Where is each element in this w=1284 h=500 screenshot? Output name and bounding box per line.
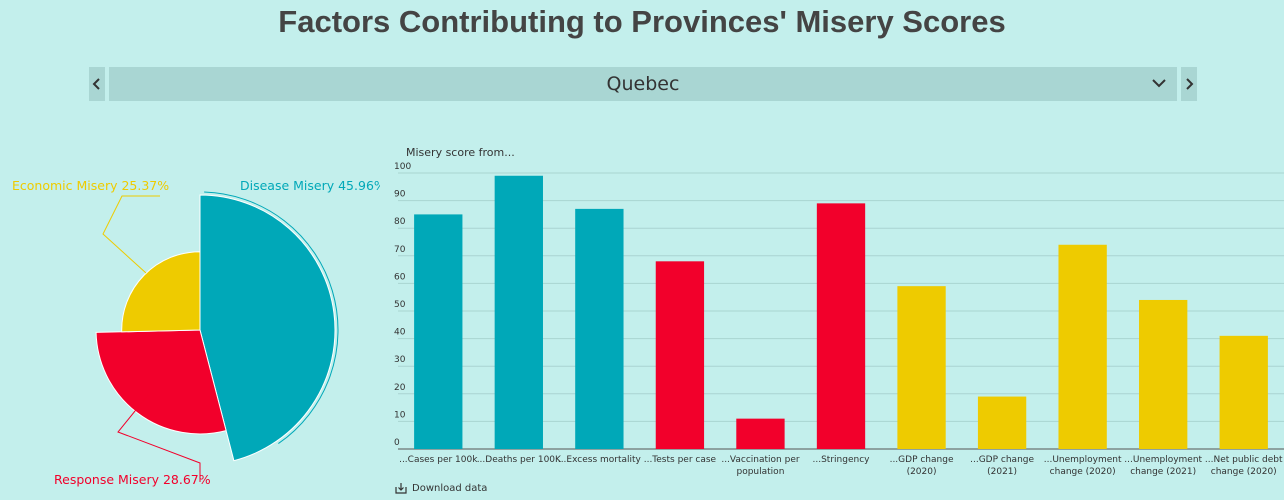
chart-title: Factors Contributing to Provinces' Miser… <box>278 4 1006 39</box>
y-tick-label: 30 <box>394 355 406 365</box>
x-tick-label: ...Excess mortality <box>558 455 642 465</box>
bar[interactable] <box>414 214 463 449</box>
bar[interactable] <box>897 286 946 449</box>
bar[interactable] <box>1139 299 1188 449</box>
x-tick-label: ...Tests per case <box>644 455 717 465</box>
pie-slice[interactable] <box>199 194 336 462</box>
bar-chart-title: Misery score from... <box>406 146 515 159</box>
y-tick-label: 50 <box>394 300 406 310</box>
pie-slice[interactable] <box>121 251 201 333</box>
pie-slice-label: Disease Misery 45.96% <box>240 178 380 193</box>
x-tick-label: ...Stringency <box>813 455 871 465</box>
x-tick-label: ...Net public debt change (2020) <box>1205 455 1283 477</box>
download-data-label: Download data <box>412 482 488 494</box>
province-selector: Quebec <box>89 67 1197 101</box>
y-tick-label: 0 <box>394 438 400 448</box>
x-tick-label: ...Vaccination per population <box>721 455 800 477</box>
chevron-down-icon <box>1152 79 1166 88</box>
next-province-button[interactable] <box>1181 67 1197 101</box>
pie-slice-label: Economic Misery 25.37% <box>12 178 169 193</box>
pie-label-connector <box>102 195 160 274</box>
bar[interactable] <box>575 208 624 449</box>
y-tick-label: 80 <box>394 217 406 227</box>
province-dropdown-value: Quebec <box>606 73 680 95</box>
chevron-right-icon <box>1186 78 1194 90</box>
y-tick-label: 60 <box>394 272 406 282</box>
misery-pie-chart: Disease Misery 45.96% Response Misery 28.… <box>12 178 380 487</box>
province-dropdown[interactable]: Quebec <box>109 67 1177 101</box>
bar[interactable] <box>1058 244 1107 449</box>
pie-label-connector <box>117 394 201 482</box>
download-data-button[interactable]: Download data <box>395 482 487 494</box>
y-tick-label: 90 <box>394 190 406 200</box>
x-tick-label: ...GDP change (2021) <box>970 455 1034 477</box>
pie-slice-label: Response Misery 28.67% <box>54 472 211 487</box>
bar[interactable] <box>736 418 785 449</box>
chevron-left-icon <box>92 78 100 90</box>
x-tick-label: ...Cases per 100k <box>399 455 478 465</box>
bar[interactable] <box>816 203 866 449</box>
x-tick-label: ...GDP change (2020) <box>890 455 954 477</box>
bar[interactable] <box>977 396 1027 449</box>
y-tick-label: 100 <box>394 162 411 172</box>
pie-label-connector <box>204 191 339 445</box>
x-tick-label: ...Deaths per 100K <box>477 455 562 465</box>
y-tick-label: 10 <box>394 410 406 420</box>
x-tick-label: ...Unemployment change (2021) <box>1124 455 1202 477</box>
previous-province-button[interactable] <box>89 67 105 101</box>
pie-slice[interactable] <box>95 329 227 435</box>
y-tick-label: 40 <box>394 328 406 338</box>
misery-bar-chart: Misery score from... 0 10 20 30 40 50 60 70 80 90 1… <box>394 146 1284 477</box>
y-tick-label: 70 <box>394 245 406 255</box>
bar[interactable] <box>655 261 705 449</box>
x-tick-label: ...Unemployment change (2020) <box>1044 455 1122 477</box>
download-icon <box>395 483 407 494</box>
y-tick-label: 20 <box>394 383 406 393</box>
bar[interactable] <box>1219 335 1268 449</box>
bar[interactable] <box>494 175 543 449</box>
